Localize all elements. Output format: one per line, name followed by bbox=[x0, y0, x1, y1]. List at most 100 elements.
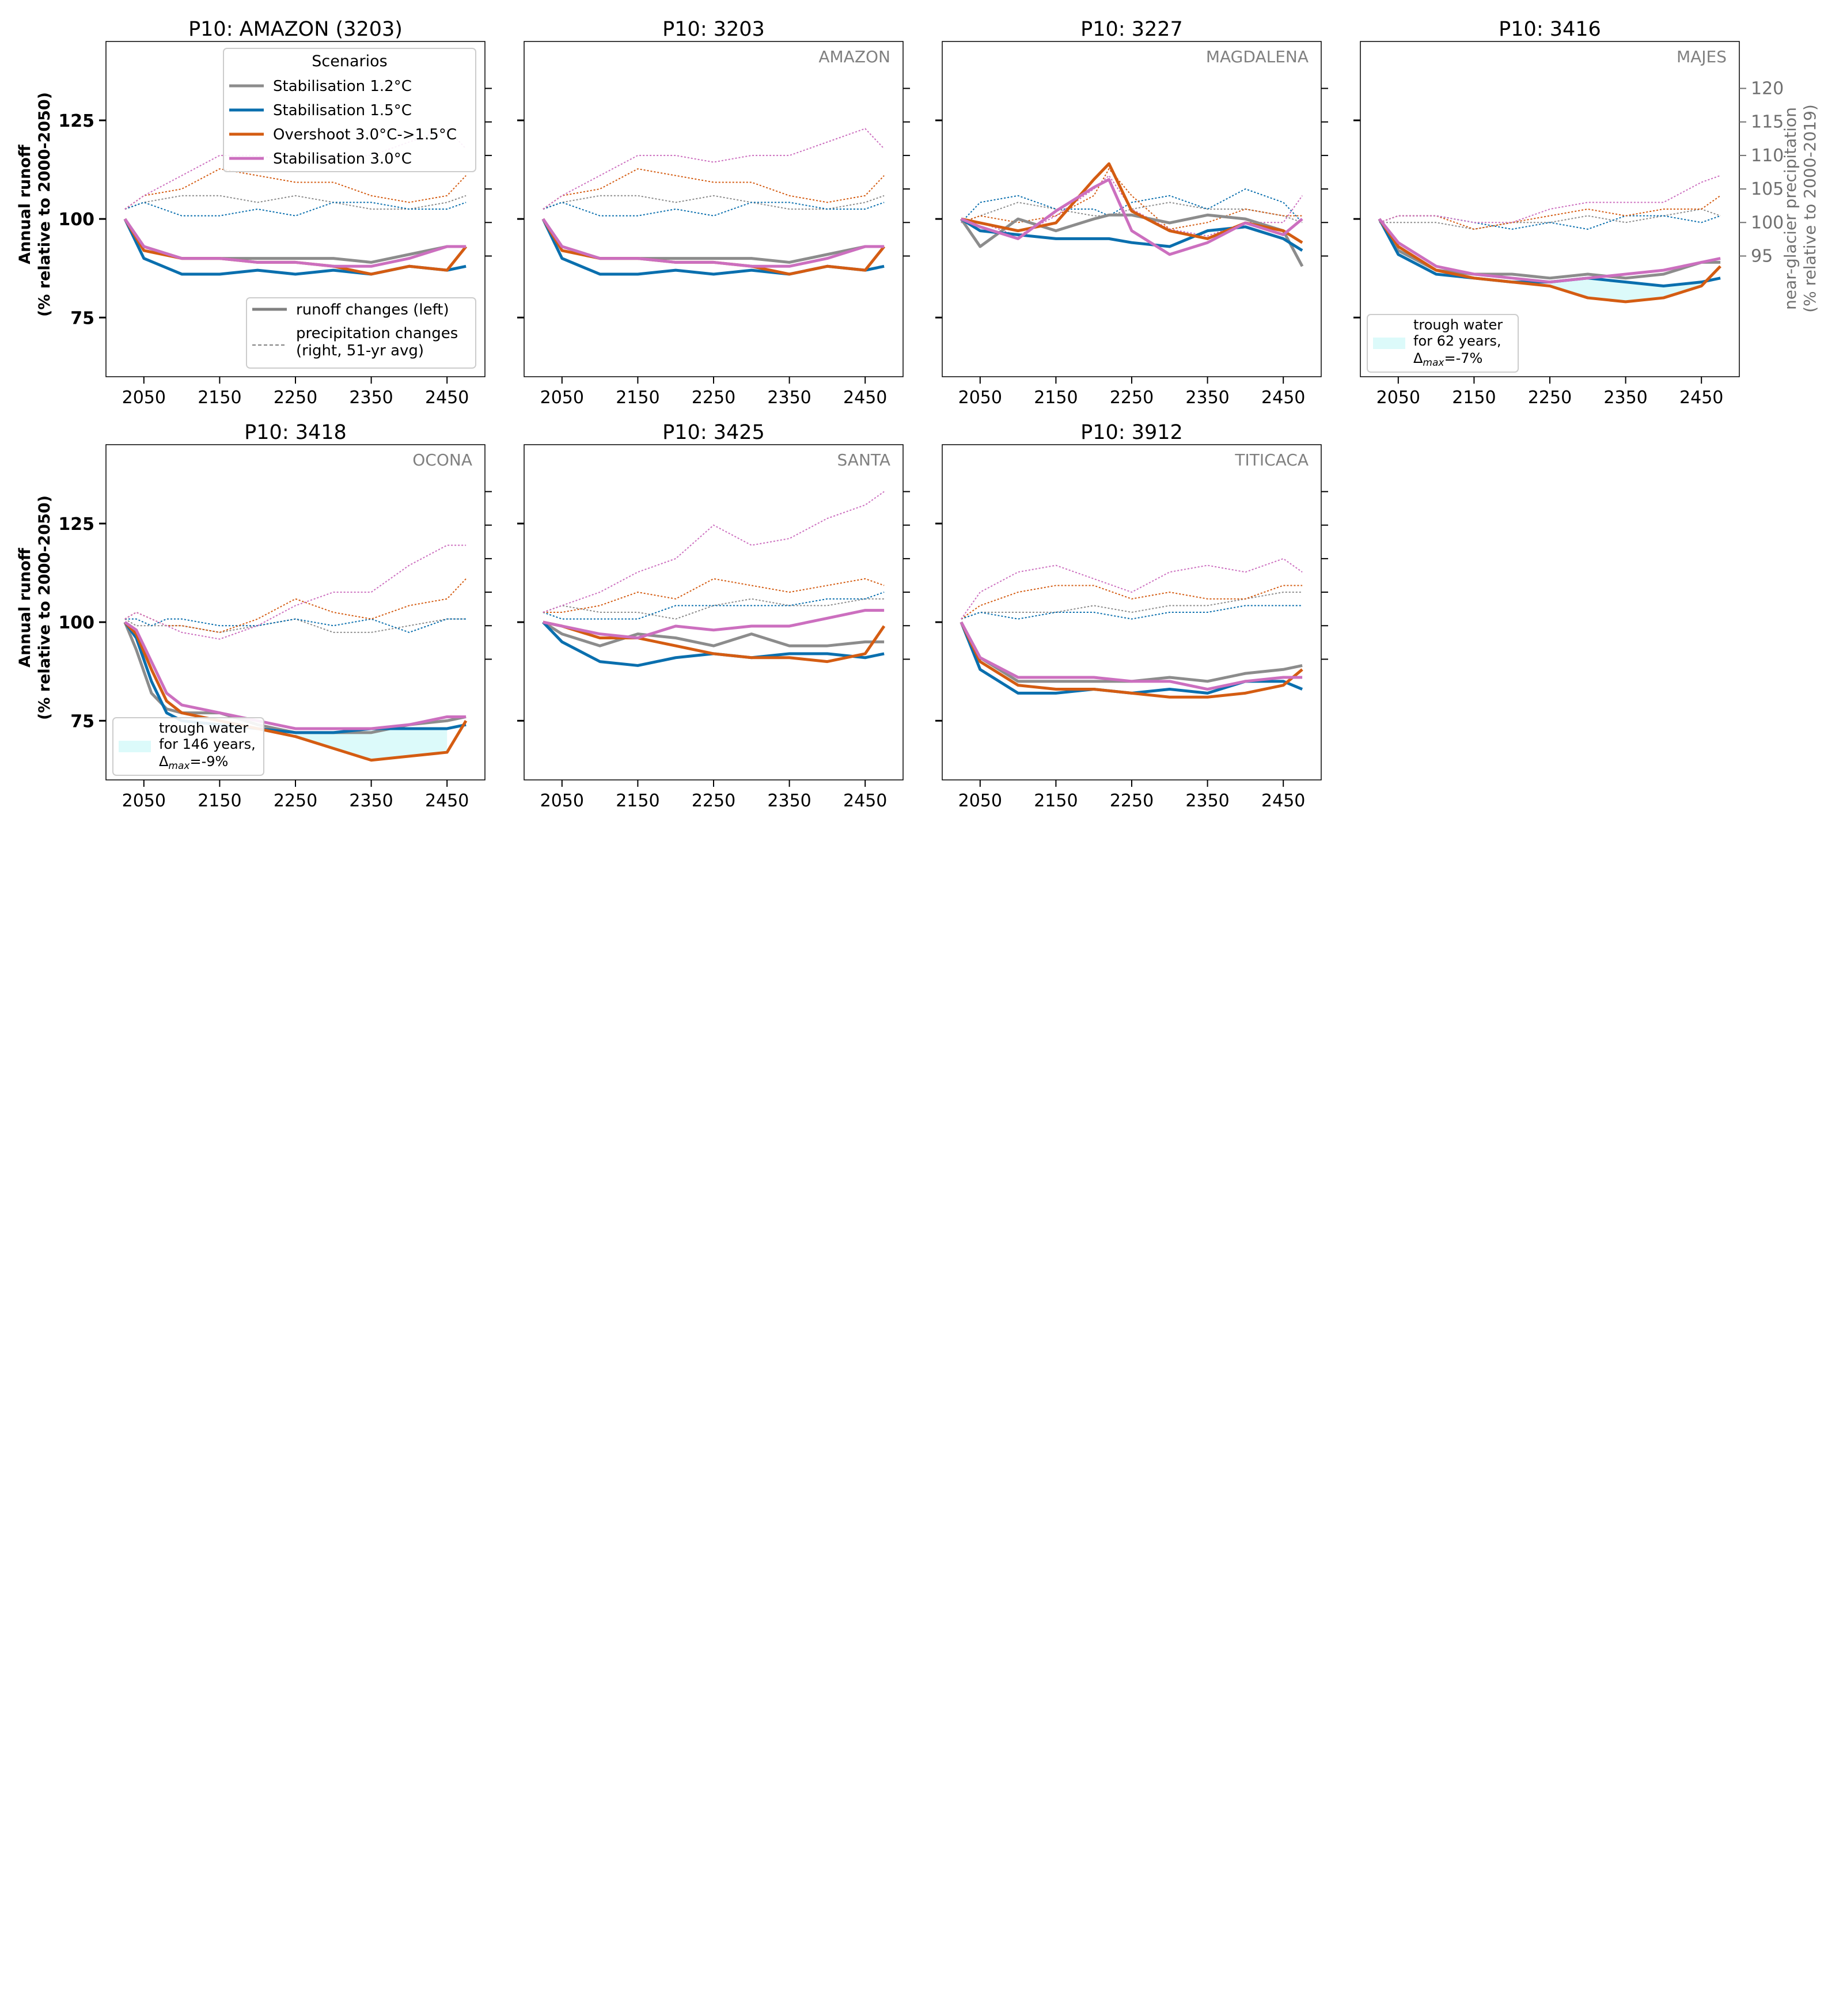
y-tick-label-right: 105 bbox=[1751, 179, 1784, 199]
x-tick-label: 2450 bbox=[843, 388, 887, 408]
x-tick-label: 2350 bbox=[349, 791, 393, 811]
legend-label-stab12: Stabilisation 1.2°C bbox=[273, 78, 412, 95]
left-ylabel-row1: Annual runoff (% relative to 2000-2050) bbox=[16, 92, 54, 317]
right-ylabel-line1: near-glacier precipitation bbox=[1781, 107, 1800, 310]
trough-legend-line1: trough water bbox=[1413, 317, 1503, 333]
precip-line-stab12 bbox=[961, 202, 1303, 223]
scenario-legend-box bbox=[223, 48, 476, 172]
legend-label-stab30: Stabilisation 3.0°C bbox=[273, 150, 412, 168]
precip-line-stab30 bbox=[543, 128, 885, 210]
panel-3: P10: 3227 MAGDALENA 2050 2150 2250 2350 2450 bbox=[935, 18, 1328, 408]
basin-label: MAGDALENA bbox=[1206, 47, 1309, 66]
basin-label: MAJES bbox=[1677, 47, 1727, 66]
precip-line-stab15 bbox=[961, 605, 1303, 620]
y-tick-label-left: 75 bbox=[70, 308, 94, 328]
panel-title: P10: 3912 bbox=[1080, 421, 1183, 444]
runoff-line-overshoot bbox=[543, 620, 886, 664]
runoff-line-stab15 bbox=[123, 621, 467, 734]
panel-4: P10: 3416 MAJES 2050 2150 2250 2350 2450 95 100 1… bbox=[1353, 18, 1784, 408]
x-tick-label: 2150 bbox=[616, 791, 659, 811]
x-tick-label: 2050 bbox=[122, 791, 166, 811]
x-tick-label: 2050 bbox=[540, 791, 584, 811]
precip-line-overshoot bbox=[1379, 195, 1721, 230]
runoff-line-stab30 bbox=[543, 609, 885, 640]
panel-title: P10: 3227 bbox=[1080, 18, 1183, 41]
trough-area bbox=[1550, 278, 1702, 302]
trough-legend-swatch bbox=[1373, 338, 1405, 349]
precip-line-overshoot bbox=[961, 168, 1303, 230]
trough-legend-line3: Δmax=-9% bbox=[159, 753, 228, 772]
x-tick-label: 2350 bbox=[1185, 388, 1229, 408]
trough-delta-value: =-7% bbox=[1444, 350, 1482, 366]
y-tick-label-left: 100 bbox=[58, 210, 94, 230]
precip-line-stab15 bbox=[961, 188, 1303, 223]
x-tick-label: 2050 bbox=[540, 388, 584, 408]
panel-plot-area bbox=[542, 491, 886, 667]
panel-title: P10: AMAZON (3203) bbox=[188, 18, 403, 41]
precip-line-stab30 bbox=[1379, 175, 1721, 223]
basin-label: SANTA bbox=[837, 450, 890, 469]
panel-frame bbox=[524, 444, 904, 780]
x-tick-label: 2350 bbox=[1603, 388, 1647, 408]
x-tick-label: 2250 bbox=[1528, 388, 1572, 408]
x-tick-label: 2350 bbox=[349, 388, 393, 408]
x-tick-label: 2150 bbox=[1034, 388, 1078, 408]
x-tick-label: 2150 bbox=[616, 388, 659, 408]
panel-title: P10: 3425 bbox=[662, 421, 765, 444]
precip-line-stab12 bbox=[543, 598, 885, 620]
trough-delta-subscript: max bbox=[1423, 357, 1444, 369]
runoff-line-overshoot bbox=[123, 218, 468, 276]
precip-line-stab30 bbox=[961, 175, 1303, 237]
precip-line-overshoot bbox=[961, 585, 1303, 620]
precip-line-overshoot bbox=[543, 578, 885, 613]
panel-title: P10: 3418 bbox=[244, 421, 347, 444]
linestyle-legend: runoff changes (left) precipitation chan… bbox=[246, 297, 476, 369]
x-tick-label: 2250 bbox=[692, 791, 735, 811]
runoff-line-stab15 bbox=[960, 217, 1303, 252]
panel-title: P10: 3203 bbox=[662, 18, 765, 41]
x-tick-label: 2150 bbox=[198, 388, 241, 408]
runoff-line-stab12 bbox=[542, 620, 885, 647]
panel-plot-area bbox=[541, 128, 886, 276]
precip-line-stab15 bbox=[543, 592, 885, 620]
y-tick-label-right: 115 bbox=[1751, 112, 1784, 132]
panel-1: P10: AMAZON (3203) 2050 2150 2250 2350 2450 75… bbox=[58, 18, 492, 408]
precip-line-stab30 bbox=[124, 544, 467, 640]
trough-area bbox=[295, 728, 448, 760]
legend-label-precip-line2: (right, 51-yr avg) bbox=[296, 342, 424, 359]
trough-legend-box bbox=[1367, 314, 1519, 373]
precip-line-stab15 bbox=[1379, 215, 1721, 230]
legend-label-precip-line1: precipitation changes bbox=[296, 325, 458, 342]
panel-plot-area bbox=[960, 558, 1303, 699]
precip-line-stab12 bbox=[1379, 208, 1721, 230]
runoff-line-stab15 bbox=[1378, 218, 1721, 288]
x-tick-label: 2050 bbox=[122, 388, 166, 408]
scenario-legend: Scenarios Stabilisation 1.2°C Stabilisat… bbox=[223, 48, 476, 172]
y-tick-label-right: 100 bbox=[1751, 213, 1784, 233]
left-ylabel-row1-line1: Annual runoff bbox=[16, 144, 34, 264]
x-tick-label: 2350 bbox=[767, 791, 811, 811]
panel-plot-area bbox=[960, 162, 1304, 267]
trough-legend-box bbox=[112, 717, 264, 776]
x-tick-label: 2150 bbox=[198, 791, 241, 811]
basin-label: AMAZON bbox=[818, 47, 890, 66]
panel-frame bbox=[524, 41, 904, 377]
precip-line-stab15 bbox=[543, 202, 885, 217]
x-tick-label: 2250 bbox=[274, 388, 317, 408]
x-tick-label: 2050 bbox=[1376, 388, 1420, 408]
x-tick-label: 2150 bbox=[1034, 791, 1078, 811]
precip-line-stab12 bbox=[543, 195, 885, 210]
x-tick-label: 2450 bbox=[425, 791, 469, 811]
y-tick-label-left: 125 bbox=[58, 111, 94, 131]
runoff-line-overshoot bbox=[541, 218, 886, 276]
x-tick-label: 2450 bbox=[1261, 791, 1305, 811]
x-tick-label: 2250 bbox=[274, 791, 317, 811]
left-ylabel-row2: Annual runoff (% relative to 2000-2050) bbox=[16, 495, 54, 720]
left-ylabel-row1-line2: (% relative to 2000-2050) bbox=[36, 92, 54, 317]
left-ylabel-row2-line2: (% relative to 2000-2050) bbox=[36, 495, 54, 720]
x-tick-label: 2350 bbox=[1185, 791, 1229, 811]
runoff-line-stab12 bbox=[960, 621, 1303, 683]
panels-container: P10: AMAZON (3203) 2050 2150 2250 2350 2450 75… bbox=[58, 18, 1784, 811]
y-tick-label-left: 125 bbox=[58, 514, 94, 535]
x-tick-label: 2250 bbox=[1110, 791, 1154, 811]
